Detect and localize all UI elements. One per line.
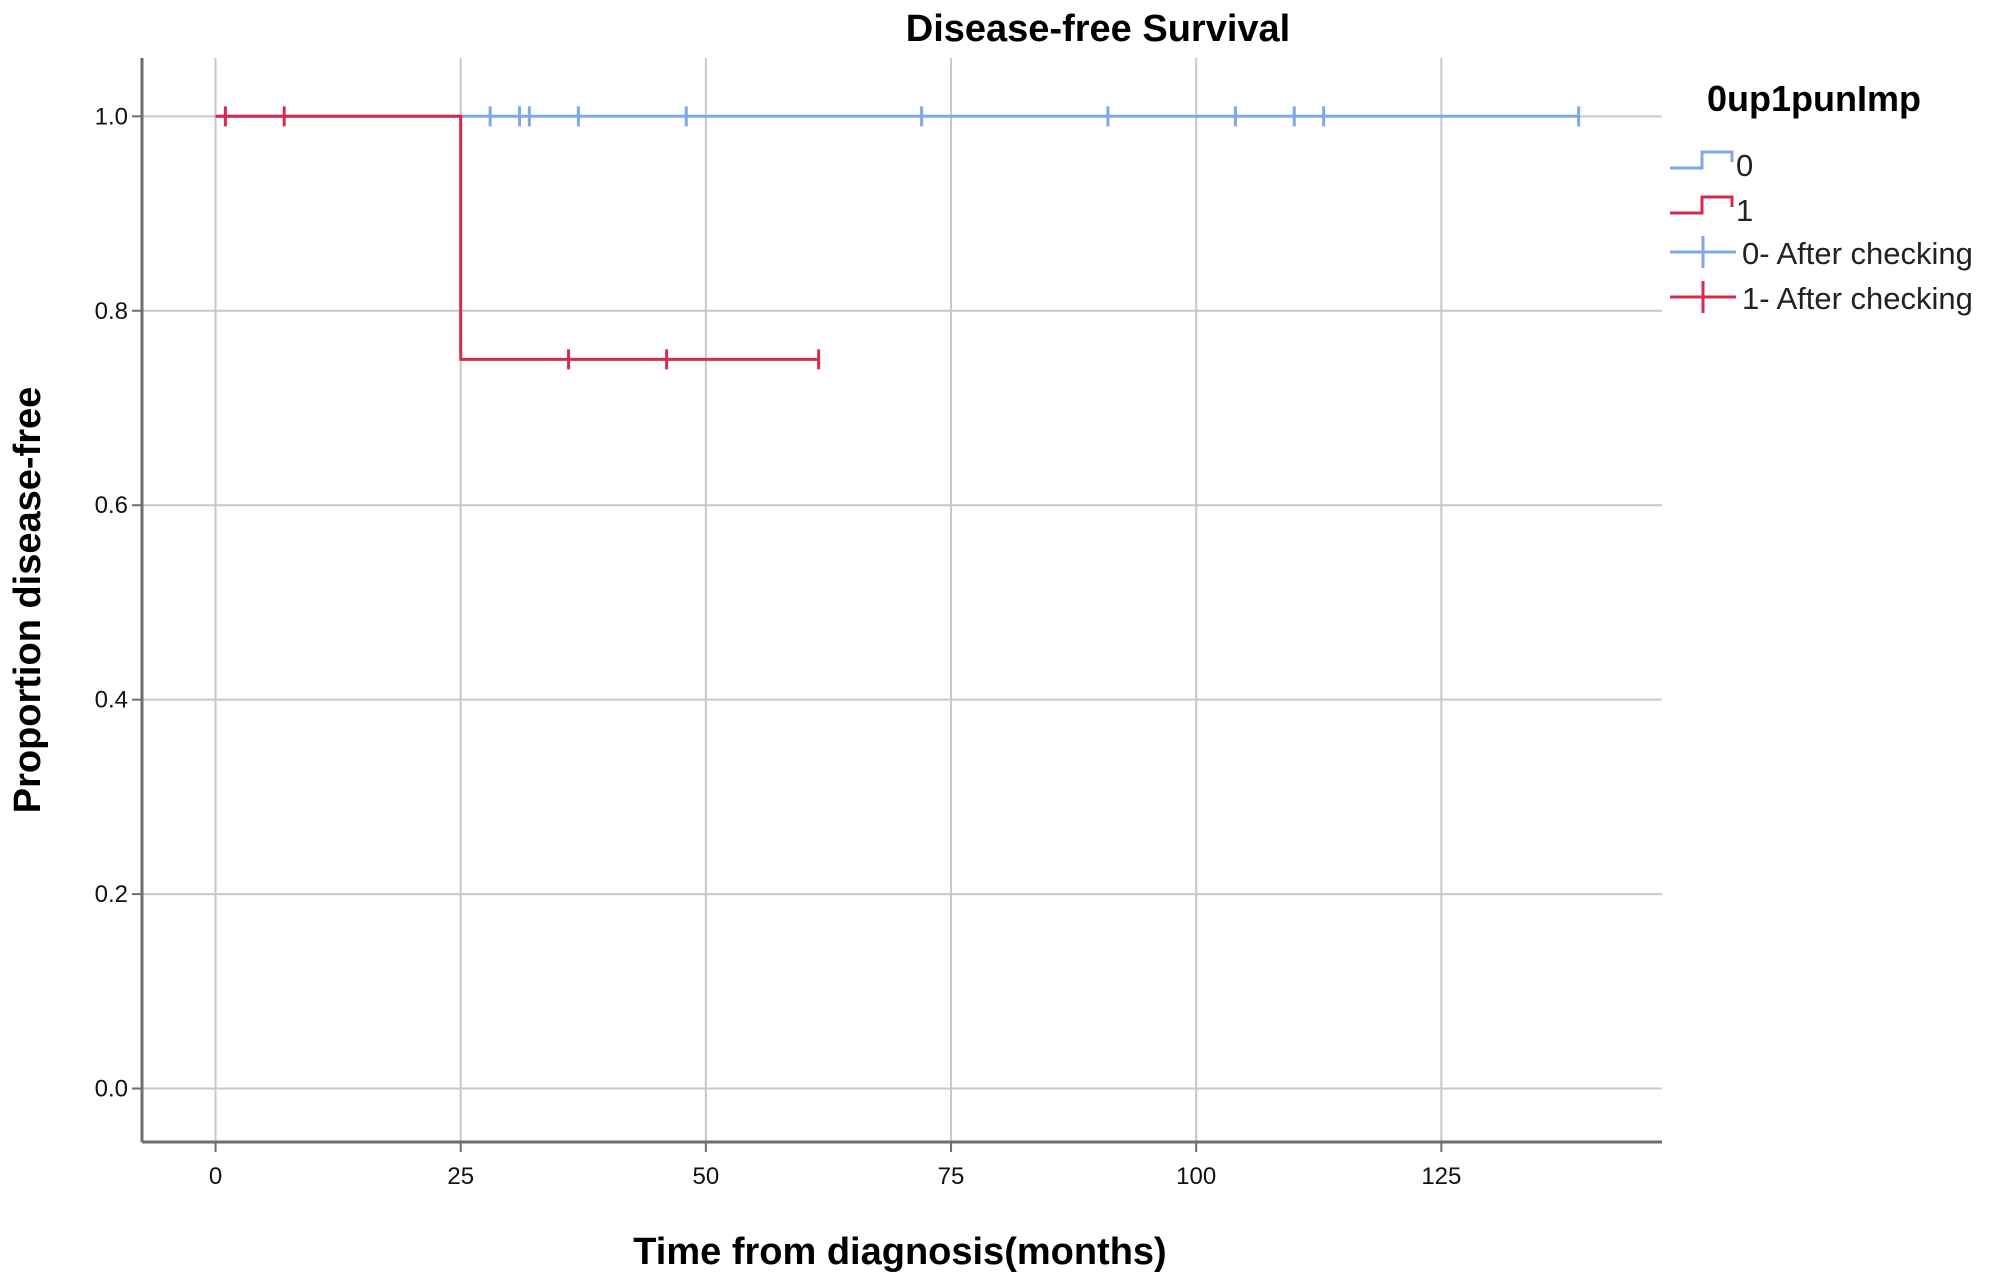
y-tick-label: 0.0 [95,1076,128,1103]
axes [132,58,1662,1152]
gridlines [142,58,1662,1142]
x-tick-label: 75 [938,1163,965,1190]
series-lines [215,114,1579,361]
legend-item-series-1: 1 [1670,193,1753,228]
survival-line-series-1 [215,114,819,361]
x-axis-label: Time from diagnosis(months) [633,1231,1166,1273]
legend-censored-label-1: 1- After checking [1742,281,1973,316]
legend-censor-swatch-0 [1670,236,1736,268]
legend-item-censored-0: 0- After checking [1670,236,1973,271]
y-tick-labels: 0.0 0.2 0.4 0.6 0.8 1.0 [95,103,128,1102]
legend-item-censored-1: 1- After checking [1670,281,1973,316]
legend-step-swatch-1 [1670,195,1734,215]
legend-step-swatch-0 [1670,150,1734,170]
x-tick-labels: 0 25 50 75 100 125 [209,1163,1462,1190]
censor-marks [223,106,1581,370]
y-tick-label: 0.8 [95,298,128,325]
x-tick-label: 100 [1176,1163,1216,1190]
y-axis-label: Proportion disease-free [7,387,49,814]
chart-title: Disease-free Survival [906,8,1290,50]
legend: 0up1punImp 0 1 0- After checking 1- Afte… [1670,78,1973,316]
legend-title: 0up1punImp [1707,78,1921,119]
x-tick-label: 0 [209,1163,222,1190]
legend-censored-label-0: 0- After checking [1742,236,1973,271]
y-tick-label: 0.6 [95,492,128,519]
y-tick-label: 0.2 [95,881,128,908]
legend-label-1: 1 [1736,193,1753,228]
legend-label-0: 0 [1736,148,1753,183]
y-tick-label: 1.0 [95,103,128,130]
legend-censor-swatch-1 [1670,281,1736,313]
legend-item-series-0: 0 [1670,148,1753,183]
x-tick-label: 25 [447,1163,474,1190]
x-tick-label: 125 [1421,1163,1461,1190]
x-tick-label: 50 [693,1163,720,1190]
y-tick-label: 0.4 [95,687,128,714]
